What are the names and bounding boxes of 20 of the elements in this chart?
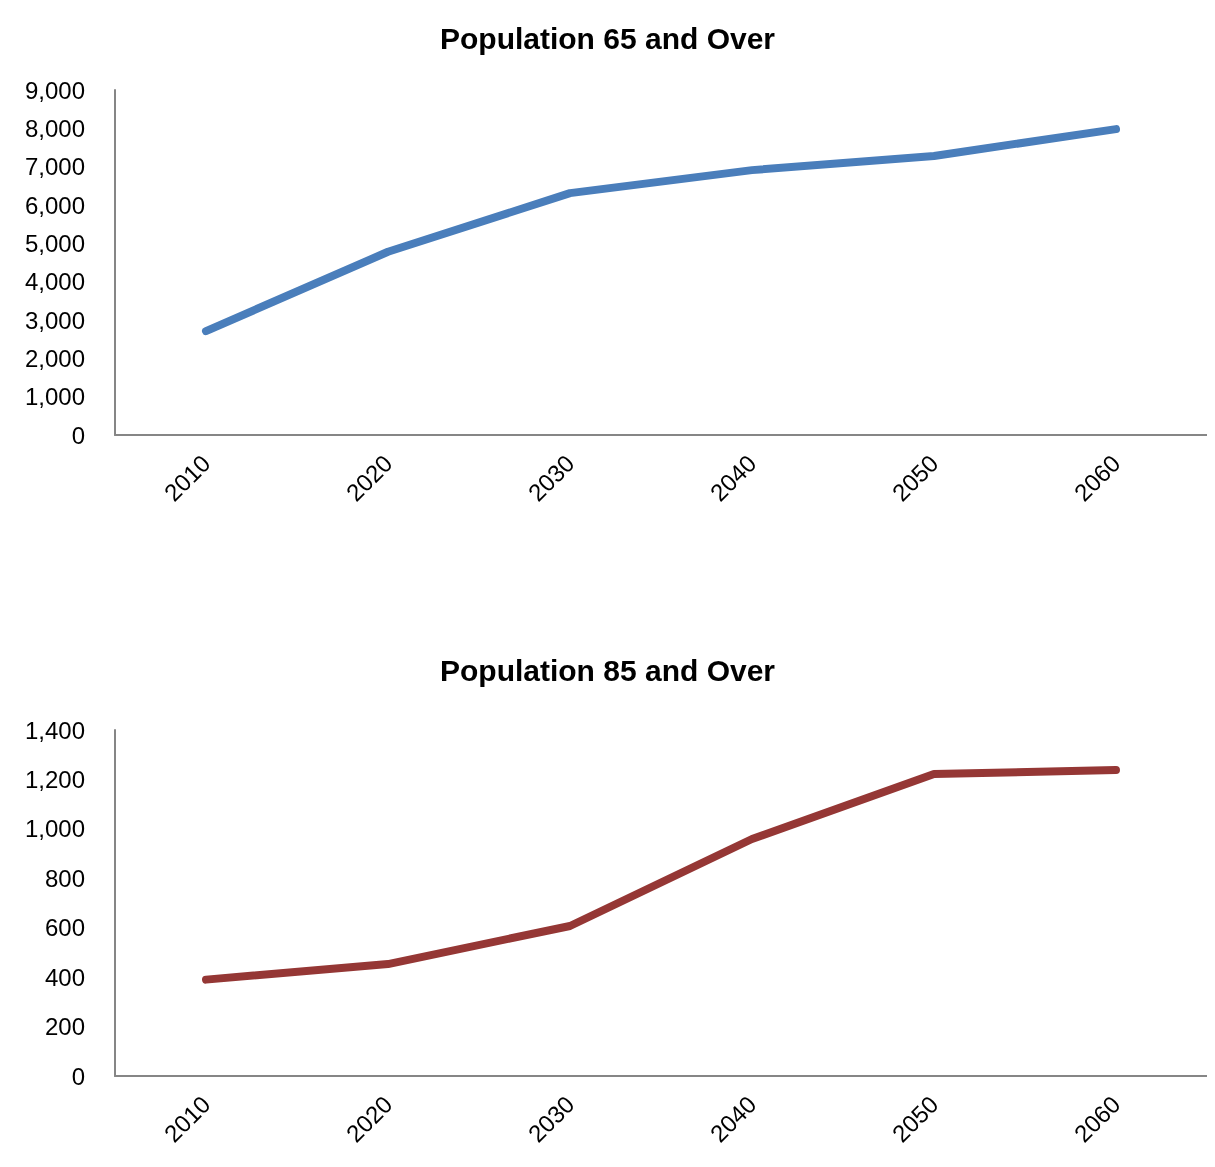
y-tick-label: 1,000: [24, 383, 85, 411]
y-tick-label: 200: [44, 1013, 85, 1041]
chart-title: Population 65 and Over: [439, 21, 776, 55]
y-tick-label: 2,000: [24, 344, 85, 372]
y-tick-label: 5,000: [24, 229, 85, 257]
y-tick-label: 1,400: [24, 716, 85, 744]
y-tick-label: 1,000: [24, 815, 85, 843]
y-tick-label: 6,000: [24, 191, 85, 219]
y-tick-label: 3,000: [24, 306, 85, 334]
y-tick-label: 800: [44, 864, 85, 892]
y-tick-label: 0: [71, 1062, 85, 1090]
y-tick-label: 600: [44, 914, 85, 942]
y-tick-label: 9,000: [24, 76, 85, 104]
y-tick-label: 1,200: [24, 765, 85, 793]
y-tick-label: 7,000: [24, 153, 85, 181]
chart-title: Population 85 and Over: [439, 653, 776, 687]
y-tick-label: 8,000: [24, 114, 85, 142]
y-tick-label: 4,000: [24, 268, 85, 296]
y-tick-label: 400: [44, 963, 85, 991]
y-tick-label: 0: [71, 421, 85, 449]
